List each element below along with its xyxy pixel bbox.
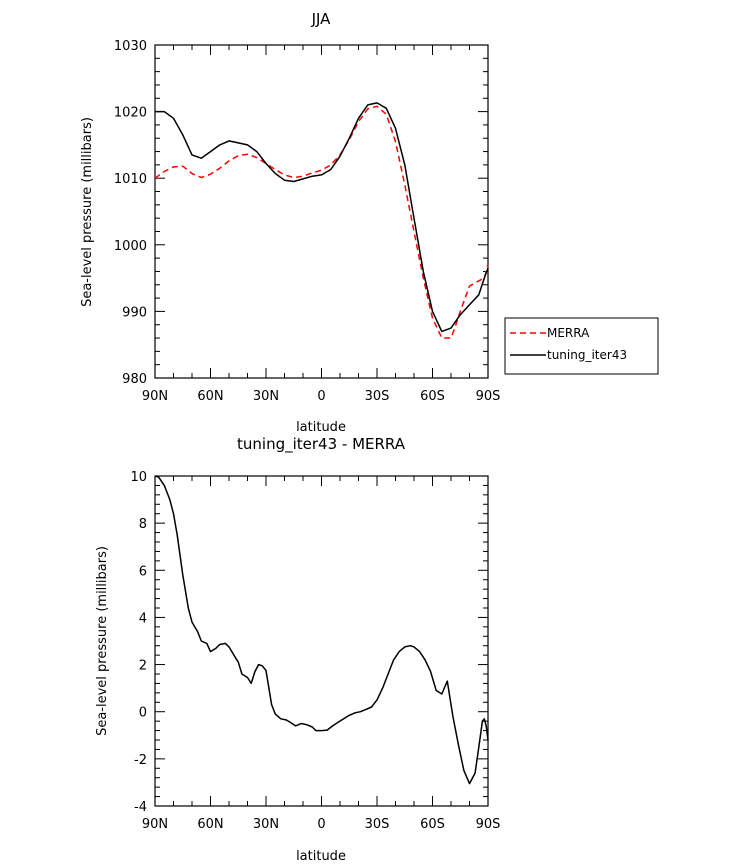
x-tick-label: 60S bbox=[420, 817, 445, 832]
y-tick-label: 6 bbox=[139, 564, 147, 579]
y-tick-label: 0 bbox=[139, 706, 147, 721]
top-plot-frame bbox=[154, 44, 489, 379]
bottom-series-group bbox=[154, 475, 489, 785]
x-tick-label: 0 bbox=[317, 389, 325, 404]
top-chart-title: JJA bbox=[311, 10, 332, 28]
top-x-tick-labels: 90N 60N 30N 0 30S 60S 90S bbox=[142, 389, 501, 404]
legend-label-tuning: tuning_iter43 bbox=[547, 348, 627, 362]
y-tick-label: 4 bbox=[139, 611, 147, 626]
x-tick-label: 90S bbox=[476, 389, 501, 404]
bottom-chart-title: tuning_iter43 - MERRA bbox=[237, 435, 406, 454]
y-tick-label: 8 bbox=[139, 517, 147, 532]
bottom-x-tick-labels: 90N 60N 30N 0 30S 60S 90S bbox=[142, 817, 501, 832]
y-tick-label: 990 bbox=[122, 305, 147, 320]
y-tick-label: 1030 bbox=[114, 39, 147, 54]
top-y-tick-labels: 980 990 1000 1010 1020 1030 bbox=[114, 39, 147, 387]
y-tick-label: -4 bbox=[134, 800, 147, 815]
y-tick-label: 10 bbox=[130, 470, 147, 485]
x-tick-label: 60N bbox=[197, 389, 223, 404]
y-tick-label: 980 bbox=[122, 372, 147, 387]
bottom-x-axis-title: latitude bbox=[296, 849, 346, 864]
x-tick-label: 30N bbox=[253, 817, 279, 832]
legend: MERRA tuning_iter43 bbox=[504, 317, 659, 375]
y-tick-label: 1020 bbox=[114, 106, 147, 121]
x-tick-label: 90N bbox=[142, 817, 168, 832]
bottom-y-tick-labels: -4 -2 0 2 4 6 8 10 bbox=[130, 470, 147, 815]
legend-label-merra: MERRA bbox=[547, 326, 590, 340]
x-tick-label: 90S bbox=[476, 817, 501, 832]
x-tick-label: 30S bbox=[365, 389, 390, 404]
top-y-axis-title: Sea-level pressure (millibars) bbox=[80, 117, 95, 307]
y-tick-label: 2 bbox=[139, 659, 147, 674]
x-tick-label: 30S bbox=[365, 817, 390, 832]
y-tick-label: 1000 bbox=[114, 239, 147, 254]
x-tick-label: 30N bbox=[253, 389, 279, 404]
legend-box bbox=[504, 317, 659, 375]
x-tick-label: 90N bbox=[142, 389, 168, 404]
top-chart: JJA 90N 60N 30N 0 30S 60S 90S 980 990 1000 1010 10… bbox=[80, 10, 659, 435]
bottom-plot-frame bbox=[154, 475, 489, 807]
bottom-axis-ticks bbox=[154, 475, 489, 807]
top-x-axis-title: latitude bbox=[296, 420, 346, 435]
top-series-group bbox=[154, 102, 489, 339]
bottom-chart: tuning_iter43 - MERRA 90N 60N 30N 0 30S 60S 90… bbox=[95, 435, 500, 864]
bottom-y-axis-title: Sea-level pressure (millibars) bbox=[95, 546, 110, 736]
merra-series-line bbox=[154, 105, 489, 339]
difference-series-line bbox=[154, 475, 489, 785]
x-tick-label: 0 bbox=[317, 817, 325, 832]
x-tick-label: 60S bbox=[420, 389, 445, 404]
x-tick-label: 60N bbox=[197, 817, 223, 832]
tuning-iter43-series-line bbox=[155, 102, 489, 333]
y-tick-label: 1010 bbox=[114, 172, 147, 187]
y-tick-label: -2 bbox=[134, 753, 147, 768]
top-axis-ticks bbox=[154, 44, 489, 379]
